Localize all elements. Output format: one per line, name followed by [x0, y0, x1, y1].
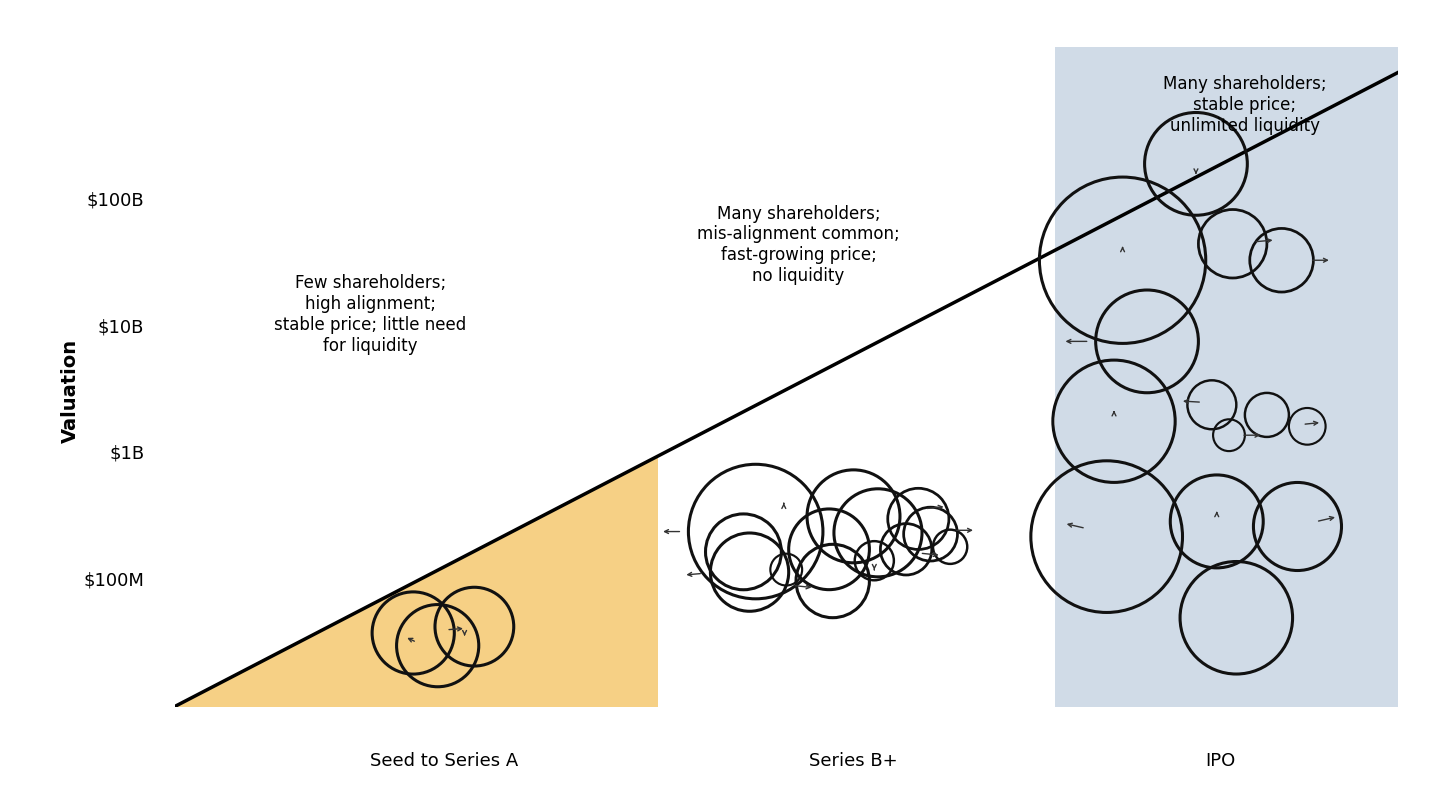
Polygon shape [175, 457, 658, 707]
Text: IPO: IPO [1206, 751, 1236, 768]
Text: $1B: $1B [109, 444, 144, 463]
Polygon shape [1056, 48, 1398, 707]
Text: Seed to Series A: Seed to Series A [370, 751, 518, 768]
Text: $100M: $100M [83, 571, 144, 589]
Text: Few shareholders;
high alignment;
stable price; little need
for liquidity: Few shareholders; high alignment; stable… [274, 274, 466, 354]
Text: Many shareholders;
stable price;
unlimited liquidity: Many shareholders; stable price; unlimit… [1163, 75, 1326, 135]
Text: $100B: $100B [86, 191, 144, 209]
Text: $10B: $10B [98, 318, 144, 336]
Text: Valuation: Valuation [61, 338, 80, 442]
Text: Many shareholders;
mis-alignment common;
fast-growing price;
no liquidity: Many shareholders; mis-alignment common;… [697, 204, 900, 284]
Text: Series B+: Series B+ [810, 751, 898, 768]
